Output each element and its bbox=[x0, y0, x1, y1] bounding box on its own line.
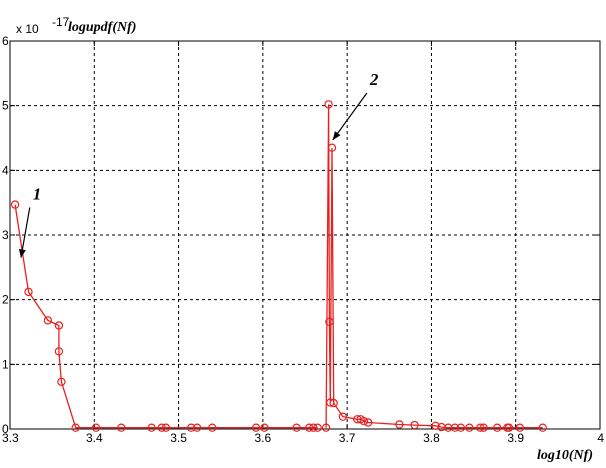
data-point bbox=[313, 423, 322, 432]
data-point bbox=[450, 423, 460, 432]
annotation-arrowhead bbox=[332, 131, 341, 140]
data-point bbox=[395, 420, 404, 429]
data-point bbox=[54, 321, 64, 330]
data-point bbox=[57, 377, 66, 386]
y-axis-title: logupdf(Nf) bbox=[68, 20, 136, 35]
data-point bbox=[410, 420, 419, 430]
series-layer bbox=[10, 100, 547, 432]
y-tick-label: 0 bbox=[2, 422, 9, 436]
y-tick-label: 2 bbox=[2, 293, 9, 307]
data-point bbox=[157, 423, 166, 432]
x-tick-label: 3.9 bbox=[507, 431, 524, 445]
data-point bbox=[326, 398, 335, 407]
annotation-label: 2 bbox=[369, 70, 379, 89]
y-tick-label: 1 bbox=[2, 357, 9, 371]
x-tick-label: 3.5 bbox=[170, 431, 187, 445]
data-point bbox=[208, 423, 217, 432]
data-point bbox=[309, 423, 318, 432]
x-tick-label: 4 bbox=[597, 431, 604, 445]
data-point bbox=[117, 423, 126, 432]
series-line bbox=[325, 104, 543, 429]
annotation-arrow bbox=[332, 92, 368, 141]
y-tick-label: 4 bbox=[2, 163, 9, 177]
y-tick-label: 3 bbox=[2, 228, 9, 242]
y-multiplier-exponent: -17 bbox=[52, 15, 70, 29]
data-point bbox=[24, 287, 33, 297]
x-axis-title: log10(Nf) bbox=[537, 448, 593, 463]
data-point bbox=[493, 423, 502, 432]
data-point bbox=[54, 347, 64, 356]
data-point bbox=[43, 316, 53, 325]
x-tick-label: 3.8 bbox=[423, 431, 440, 445]
data-point bbox=[325, 317, 334, 326]
y-tick-label: 6 bbox=[2, 34, 9, 48]
data-point bbox=[186, 423, 196, 432]
data-point bbox=[10, 200, 20, 209]
data-point bbox=[260, 423, 269, 432]
annotation-label: 1 bbox=[33, 184, 42, 203]
data-point bbox=[329, 398, 338, 408]
data-point bbox=[364, 418, 373, 427]
data-point bbox=[147, 423, 156, 432]
data-point bbox=[515, 423, 525, 432]
data-point bbox=[338, 412, 348, 421]
y-multiplier-label: x 10 bbox=[16, 22, 39, 36]
data-point bbox=[161, 423, 171, 432]
annotation-arrowhead bbox=[18, 248, 26, 258]
x-tick-label: 3.7 bbox=[339, 431, 356, 445]
data-point bbox=[321, 423, 331, 432]
data-point bbox=[251, 423, 261, 432]
x-tick-label: 3.4 bbox=[86, 431, 103, 445]
data-point bbox=[292, 423, 301, 432]
annotation-arrow bbox=[20, 207, 31, 258]
x-tick-label: 3.3 bbox=[2, 431, 19, 445]
data-point bbox=[456, 423, 466, 432]
data-point bbox=[538, 423, 547, 432]
data-point bbox=[192, 423, 202, 432]
data-point bbox=[476, 423, 485, 432]
data-point bbox=[479, 423, 488, 432]
data-point bbox=[324, 100, 333, 109]
data-point bbox=[504, 423, 514, 432]
data-point bbox=[431, 421, 440, 430]
x-tick-label: 3.6 bbox=[255, 431, 272, 445]
data-point bbox=[465, 423, 474, 432]
data-point bbox=[91, 423, 101, 432]
annotation-layer: 12 bbox=[18, 70, 379, 258]
data-point bbox=[327, 143, 337, 152]
data-point bbox=[71, 423, 80, 432]
grid-layer bbox=[10, 41, 600, 429]
data-point bbox=[305, 423, 314, 432]
y-tick-label: 5 bbox=[2, 99, 9, 113]
data-point bbox=[359, 417, 369, 426]
